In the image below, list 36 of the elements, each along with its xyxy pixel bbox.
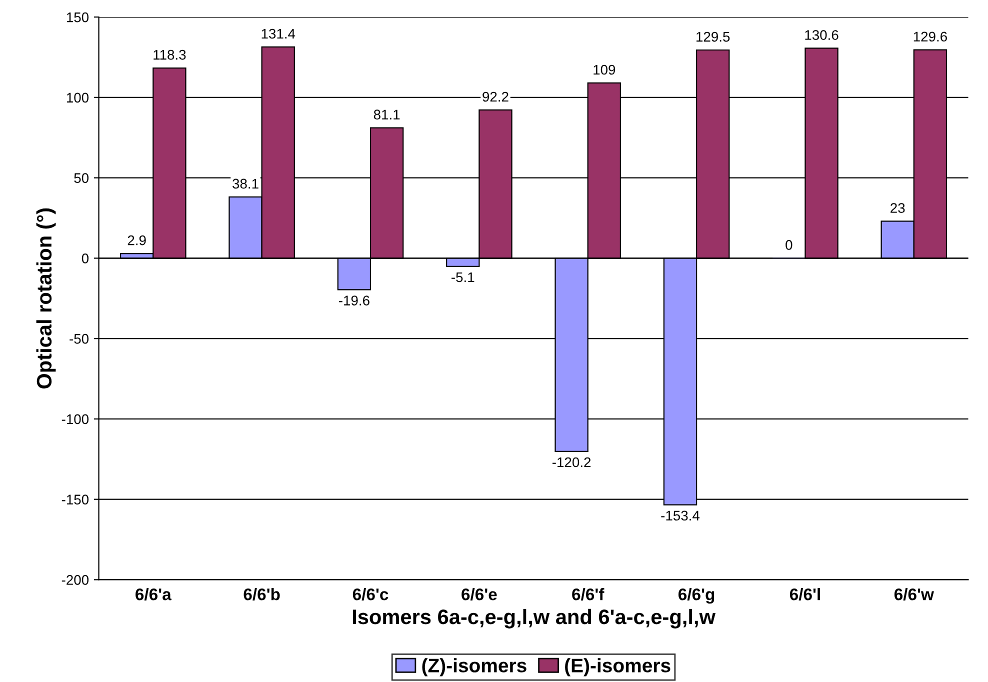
data-label: -19.6 <box>338 296 370 306</box>
data-label: 118.3 <box>154 50 186 60</box>
y-tick-label: -100 <box>62 414 89 424</box>
x-tick-label: 6/6'w <box>894 588 934 600</box>
data-label: 131.4 <box>262 28 296 39</box>
y-tick-label: 100 <box>66 92 89 103</box>
legend-label: (E)-isomers <box>565 658 670 676</box>
data-label: -153.4 <box>661 510 700 521</box>
x-tick-label: 6/6'a <box>136 588 172 600</box>
x-tick-label: 6/6'g <box>678 588 714 604</box>
legend-label: (Z)-isomers <box>422 658 526 676</box>
data-label: 129.5 <box>696 32 730 42</box>
y-tick-label: 150 <box>66 12 89 22</box>
data-label: 92.2 <box>482 92 508 102</box>
data-label: -5.1 <box>452 272 474 282</box>
data-label: 23 <box>890 203 905 213</box>
x-tick-label: 6/6'e <box>462 588 497 600</box>
y-tick-label: 0 <box>82 254 89 264</box>
x-tick-label: 6/6'c <box>352 588 388 600</box>
x-tick-label: 6/6'f <box>572 588 604 600</box>
y-tick-label: 50 <box>74 173 89 183</box>
y-tick-label: -150 <box>62 494 89 504</box>
data-label: 38.1 <box>232 178 258 189</box>
data-label: 109 <box>594 64 616 75</box>
data-label: 0 <box>786 240 792 250</box>
data-label: 81.1 <box>374 110 400 120</box>
x-tick-label: 6/6'l <box>790 588 820 600</box>
data-label: 2.9 <box>128 235 146 246</box>
data-label: 130.6 <box>805 30 838 40</box>
data-label: 129.6 <box>914 32 947 42</box>
x-axis-title: Isomers 6a-c,e-g,l,w and 6'a-c,e-g,l,w <box>352 608 716 628</box>
x-tick-label: 6/6'b <box>244 588 280 600</box>
y-axis-title: Optical rotation (°) <box>36 208 56 388</box>
data-label: -120.2 <box>552 457 591 468</box>
y-tick-label: -50 <box>70 334 89 344</box>
y-tick-label: -200 <box>62 575 89 585</box>
